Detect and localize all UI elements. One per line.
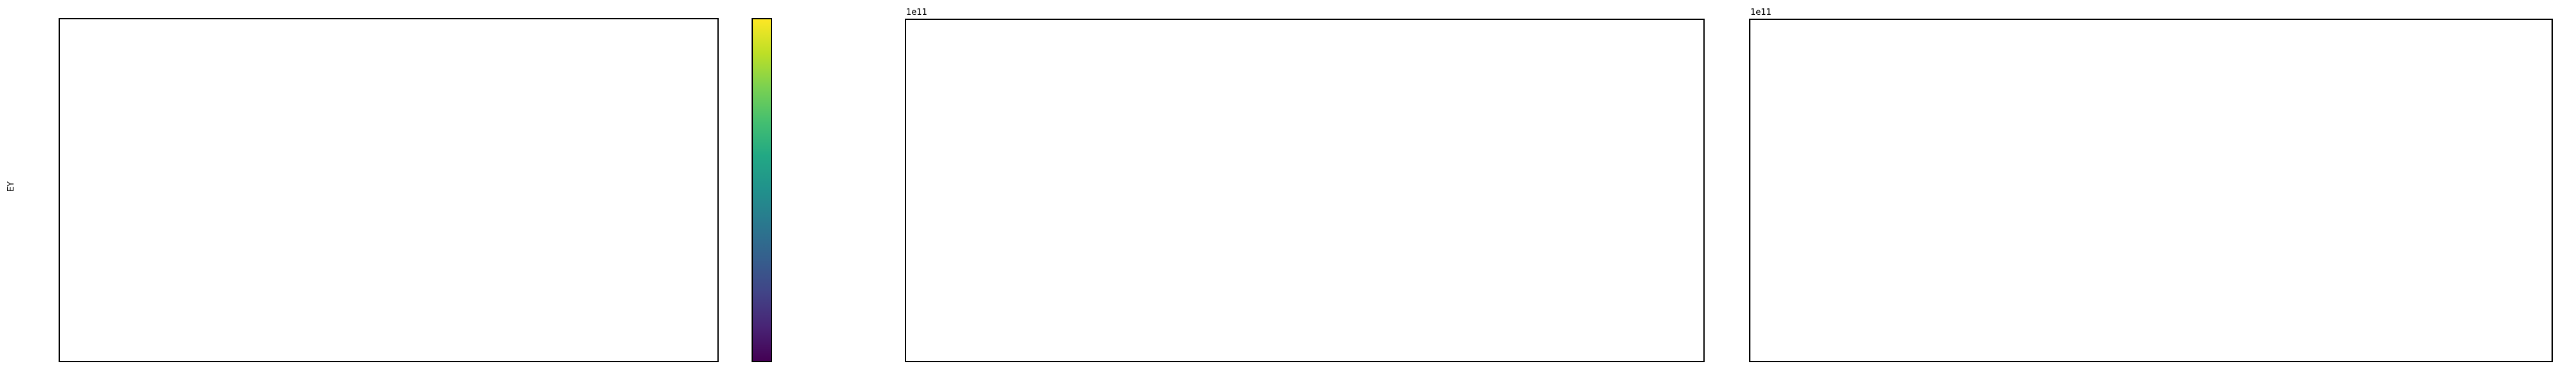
- spectrum-offset-label: 1e11: [906, 8, 927, 17]
- colorbar-gradient: [753, 19, 771, 361]
- timeseries-offset-label: 1e11: [1750, 8, 1772, 17]
- heatmap-ylabel: EY: [6, 181, 16, 192]
- timeseries-plot: [1750, 20, 2552, 361]
- heatmap-image: [60, 19, 717, 361]
- spectrum-plot: [906, 20, 1703, 361]
